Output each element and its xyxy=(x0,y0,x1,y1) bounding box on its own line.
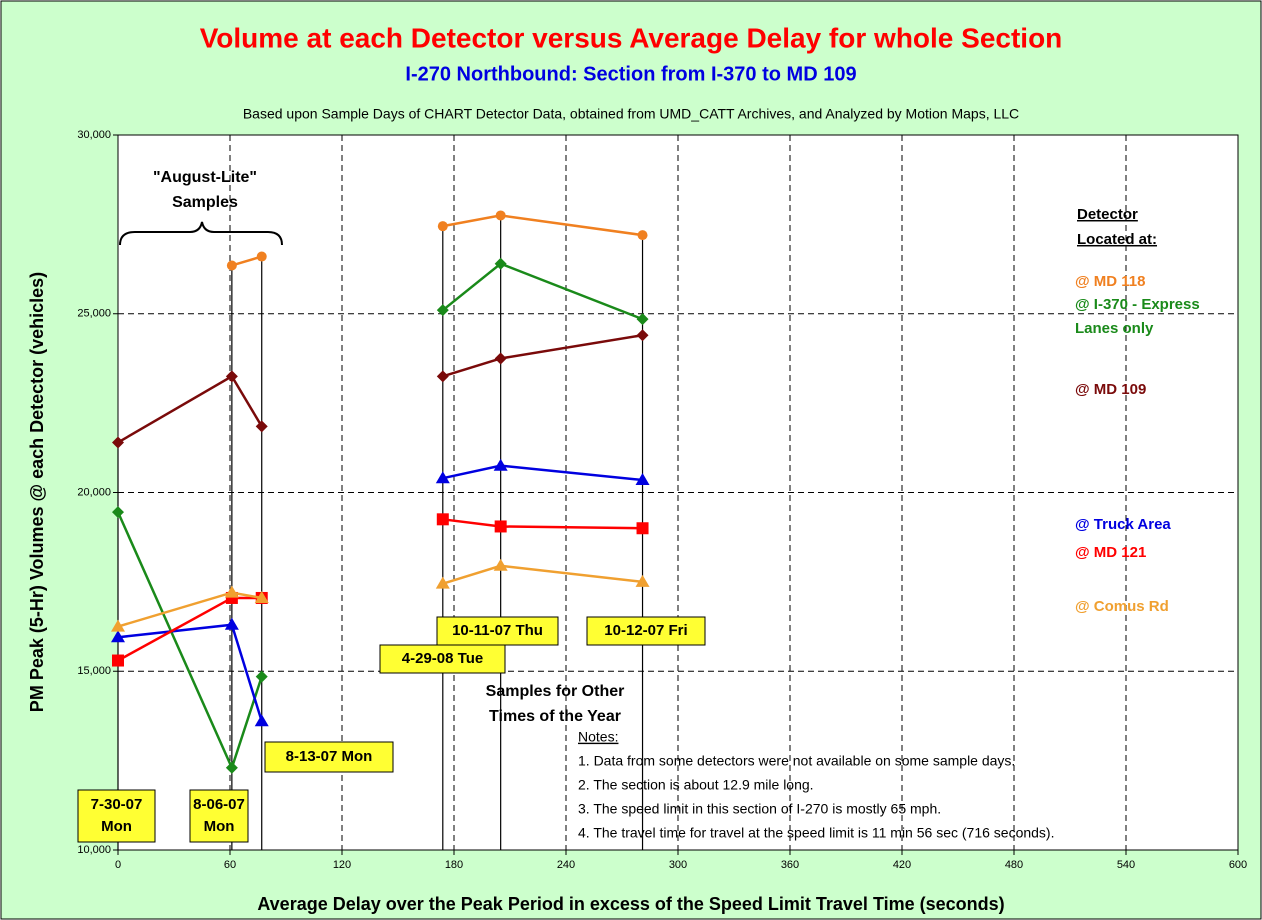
x-tick-label: 300 xyxy=(669,859,687,871)
date-label-box xyxy=(189,789,249,843)
point xyxy=(254,590,269,603)
point xyxy=(254,714,269,727)
point xyxy=(637,230,648,241)
point xyxy=(436,513,449,526)
point xyxy=(224,585,239,598)
chart-subtitle: I-270 Northbound: Section from I-370 to … xyxy=(405,63,856,85)
point xyxy=(494,257,507,270)
point xyxy=(635,472,650,485)
point xyxy=(111,619,125,632)
date-label: 7-30-07 xyxy=(91,796,143,813)
x-tick-label: 60 xyxy=(224,859,236,871)
date-label-box xyxy=(379,644,506,674)
point xyxy=(436,304,449,317)
point xyxy=(226,260,237,271)
point xyxy=(636,329,649,342)
x-tick-label: 0 xyxy=(115,859,121,871)
date-label: 10-12-07 Fri xyxy=(604,622,687,639)
point xyxy=(435,471,450,484)
point xyxy=(494,520,507,533)
legend-entry: @ MD 121 xyxy=(1075,544,1147,561)
point xyxy=(493,558,508,571)
x-tick-label: 120 xyxy=(333,859,351,871)
x-tick-label: 540 xyxy=(1117,859,1135,871)
group-label: Samples for Other xyxy=(486,683,625,700)
group-label: Samples xyxy=(172,194,238,211)
y-tick-label: 10,000 xyxy=(77,844,111,856)
date-label-box xyxy=(77,789,156,843)
point xyxy=(636,522,649,535)
point xyxy=(225,370,238,383)
legend-label: @ Comus Rd xyxy=(1075,598,1169,615)
date-label-box xyxy=(586,616,706,646)
note-item: 2. The section is about 12.9 mile long. xyxy=(578,777,814,793)
date-label: 8-06-07 xyxy=(193,796,245,813)
brace xyxy=(119,221,283,246)
y-tick-label: 30,000 xyxy=(77,129,111,141)
point xyxy=(112,654,124,667)
point xyxy=(225,761,238,774)
point xyxy=(111,630,125,643)
legend-entry: @ MD 109 xyxy=(1075,381,1147,398)
legend-title: Detector xyxy=(1077,206,1138,223)
notes-title: Notes: xyxy=(578,729,618,745)
x-axis-label: Average Delay over the Peak Period in ex… xyxy=(257,894,1004,914)
x-tick-label: 240 xyxy=(557,859,575,871)
point xyxy=(437,221,448,232)
point xyxy=(435,576,450,589)
group-label: Times of the Year xyxy=(489,708,621,725)
legend-label: @ MD 121 xyxy=(1075,544,1147,561)
point xyxy=(495,210,506,221)
x-tick-label: 600 xyxy=(1229,859,1247,871)
legend-entry: @ Truck Area xyxy=(1075,516,1171,533)
x-tick-label: 180 xyxy=(445,859,463,871)
legend-entry: @ Comus Rd xyxy=(1075,598,1169,615)
date-label-box xyxy=(436,616,559,646)
note-item: 3. The speed limit in this section of I-… xyxy=(578,801,941,817)
point xyxy=(636,313,649,326)
legend-entry: @ MD 118 xyxy=(1075,273,1146,290)
point xyxy=(255,420,268,433)
legend-label: @ I-370 - Express Lanes only xyxy=(1075,296,1200,337)
x-tick-label: 480 xyxy=(1005,859,1023,871)
point xyxy=(112,436,124,449)
date-label: Mon xyxy=(204,818,235,835)
legend-label: @ Truck Area xyxy=(1075,516,1171,533)
y-tick-label: 15,000 xyxy=(77,665,111,677)
date-label: Mon xyxy=(101,818,132,835)
point xyxy=(256,251,267,262)
legend-label: @ MD 109 xyxy=(1075,381,1147,398)
date-label: 4-29-08 Tue xyxy=(402,650,483,667)
x-tick-label: 360 xyxy=(781,859,799,871)
y-tick-label: 20,000 xyxy=(77,486,111,498)
legend-title: Located at: xyxy=(1077,231,1157,248)
date-label-box xyxy=(264,741,394,773)
point xyxy=(255,670,268,683)
point xyxy=(635,574,650,587)
point xyxy=(112,506,124,519)
note-item: 4. The travel time for travel at the spe… xyxy=(578,825,1054,841)
group-label: "August-Lite" xyxy=(153,169,257,186)
note-item: 1. Data from some detectors were not ava… xyxy=(578,753,1015,769)
chart-title: Volume at each Detector versus Average D… xyxy=(200,22,1063,53)
date-label: 8-13-07 Mon xyxy=(286,748,373,765)
y-axis-label: PM Peak (5-Hr) Volumes @ each Detector (… xyxy=(27,272,47,712)
date-label: 10-11-07 Thu xyxy=(452,622,543,639)
x-tick-label: 420 xyxy=(893,859,911,871)
chart-note: Based upon Sample Days of CHART Detector… xyxy=(243,106,1019,122)
y-tick-label: 25,000 xyxy=(77,308,111,320)
point xyxy=(493,458,508,471)
legend-entry: @ I-370 - Express Lanes only xyxy=(1075,296,1200,337)
legend-label: @ MD 118 xyxy=(1075,273,1146,290)
point xyxy=(224,617,239,630)
point xyxy=(494,352,507,365)
point xyxy=(436,370,449,383)
